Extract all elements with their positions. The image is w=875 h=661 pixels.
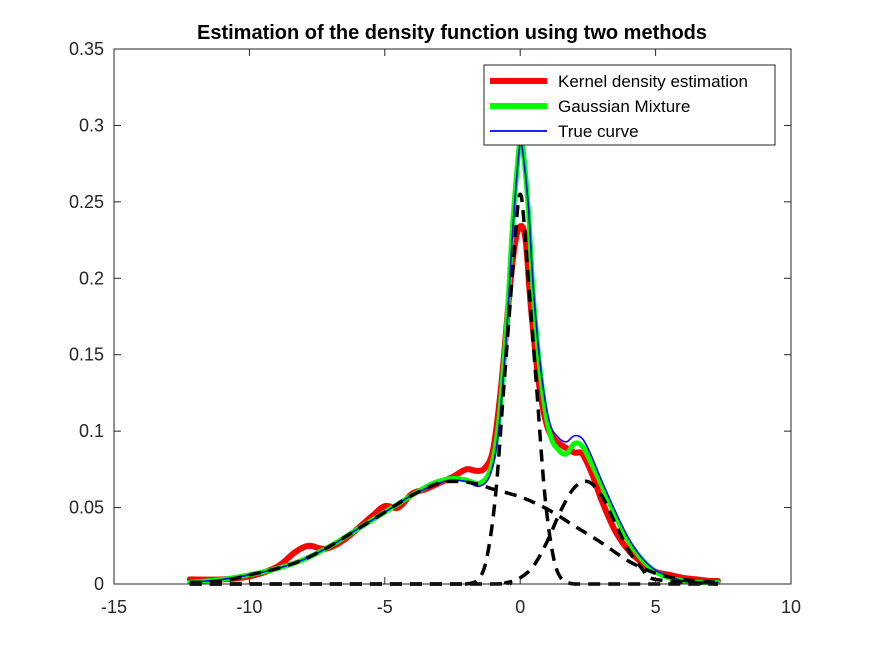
y-tick-label: 0.05 <box>69 498 104 518</box>
y-tick-label: 0.25 <box>69 192 104 212</box>
x-tick-label: -5 <box>377 597 393 617</box>
y-tick-label: 0.1 <box>79 421 104 441</box>
axes-layer: -15 -10 -5 0 5 10 0 0.05 0.1 0.15 0.2 0.25 0.3 0.35 <box>69 39 801 617</box>
x-tick-label: 5 <box>651 597 661 617</box>
y-tick-label: 0.2 <box>79 268 104 288</box>
chart-title: Estimation of the density function using… <box>197 22 707 44</box>
x-tick-label: 0 <box>515 597 525 617</box>
legend-label: Gaussian Mixture <box>558 97 690 116</box>
legend-label: True curve <box>558 122 639 141</box>
x-tick-label: 10 <box>781 597 801 617</box>
y-tick-label: 0.3 <box>79 115 104 135</box>
axes-box <box>113 48 792 585</box>
x-tick-label: -10 <box>236 597 262 617</box>
y-tick-label: 0.35 <box>69 39 104 59</box>
mixture-component-line-2 <box>189 192 718 586</box>
y-tick-label: 0 <box>94 574 104 594</box>
x-tick-label: -15 <box>101 597 127 617</box>
legend-label: Kernel density estimation <box>558 72 748 91</box>
legend[interactable]: Kernel density estimation Gaussian Mixtur… <box>483 64 776 146</box>
y-tick-label: 0.15 <box>69 345 104 365</box>
